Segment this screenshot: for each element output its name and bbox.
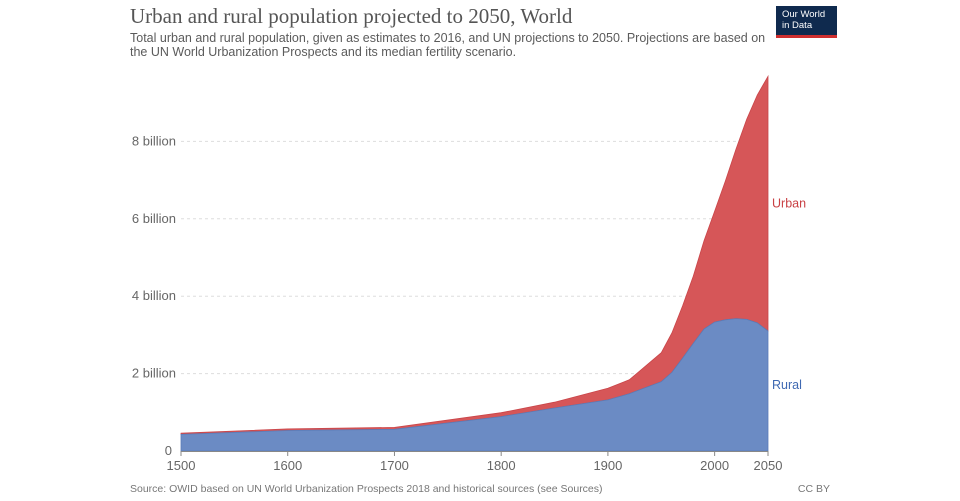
x-tick-label: 1600	[273, 458, 302, 473]
x-tick-label: 2000	[700, 458, 729, 473]
series-label-rural: Rural	[772, 378, 802, 392]
rural-area	[180, 318, 769, 452]
series-label-urban: Urban	[772, 197, 806, 211]
y-tick-label: 8 billion	[132, 133, 176, 148]
logo-line-2: in Data	[782, 20, 813, 31]
x-tick-label: 1800	[487, 458, 516, 473]
license-link[interactable]: CC BY	[797, 483, 830, 495]
source-note[interactable]: Source: OWID based on UN World Urbanizat…	[130, 483, 603, 495]
y-tick-label: 6 billion	[132, 211, 176, 226]
x-tick-label: 1700	[380, 458, 409, 473]
x-tick-label: 2050	[754, 458, 783, 473]
chart-title: Urban and rural population projected to …	[130, 4, 573, 28]
y-tick-label: 0	[165, 443, 172, 458]
logo-line-1: Our World	[782, 9, 826, 20]
x-tick-label: 1500	[167, 458, 196, 473]
x-tick-label: 1900	[593, 458, 622, 473]
y-tick-label: 4 billion	[132, 288, 176, 303]
y-tick-label: 2 billion	[132, 366, 176, 381]
owid-logo[interactable]: Our World in Data	[776, 6, 837, 38]
chart-subtitle: Total urban and rural population, given …	[130, 31, 766, 59]
